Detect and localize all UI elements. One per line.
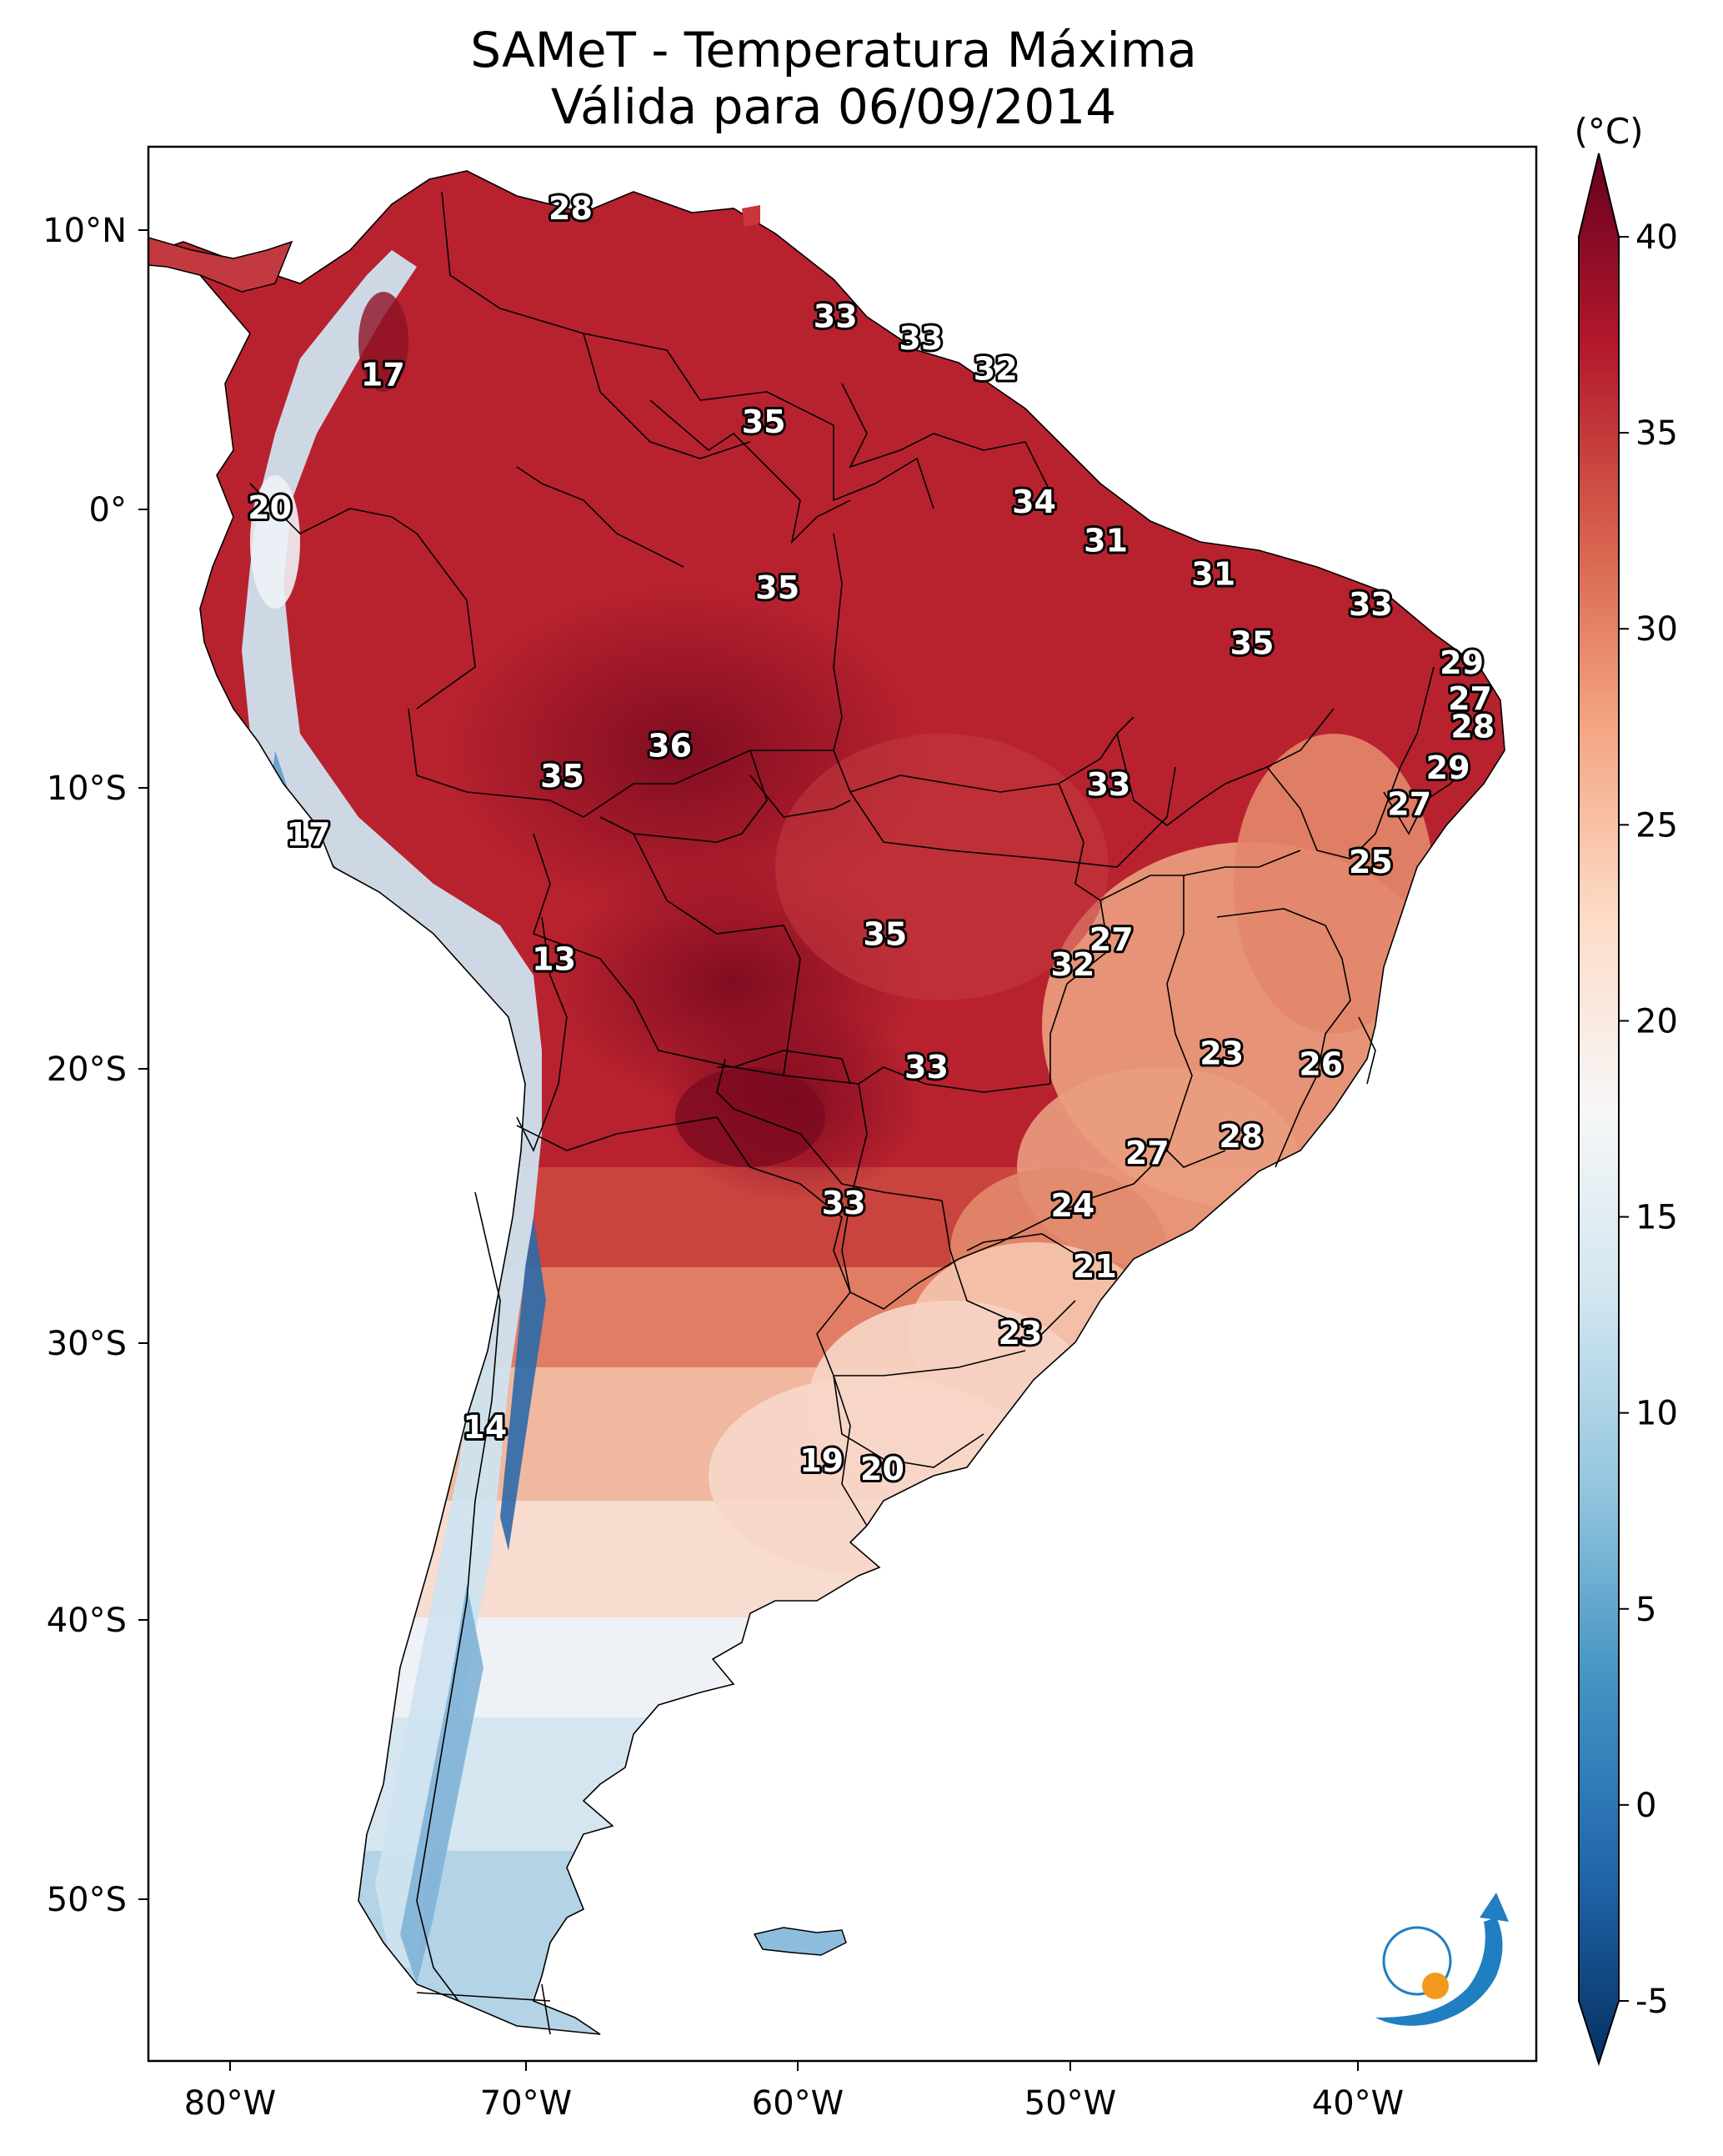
- temperature-label: 35: [755, 569, 799, 606]
- lat-label-10s: 10°S: [47, 770, 127, 808]
- temperature-label: 27: [1448, 680, 1492, 717]
- temperature-label: 23: [1200, 1035, 1244, 1071]
- trinidad-island: [742, 205, 760, 227]
- temperature-label: 32: [974, 351, 1018, 388]
- temperature-label: 21: [1073, 1248, 1117, 1285]
- temperature-label: 27: [1125, 1135, 1170, 1171]
- temperature-label: 34: [1012, 484, 1056, 520]
- logo-orbit-icon: [1382, 1926, 1452, 1996]
- lon-label-80w: 80°W: [184, 2084, 276, 2123]
- temperature-label: 24: [1050, 1187, 1094, 1224]
- temperature-label: 33: [1349, 586, 1393, 623]
- temperature-label: 36: [648, 728, 692, 765]
- lon-label-50w: 50°W: [1024, 2084, 1116, 2123]
- lat-label-10n: 10°N: [43, 212, 127, 250]
- colorbar-tick-label: 15: [1635, 1199, 1678, 1237]
- temperature-label: 29: [1426, 750, 1470, 786]
- central-america-land: [148, 237, 293, 293]
- lat-label-20s: 20°S: [47, 1050, 127, 1089]
- lon-label-70w: 70°W: [480, 2084, 572, 2123]
- lat-label-0: 0°: [89, 491, 127, 529]
- lon-label-40w: 40°W: [1312, 2084, 1404, 2123]
- colorbar-unit-label: (°C): [1574, 111, 1643, 152]
- temperature-label: 33: [822, 1185, 866, 1221]
- latitude-axis: 10°N 0° 10°S 20°S 30°S 40°S 50°S: [43, 212, 148, 1919]
- logo-arrow-icon: [1480, 1893, 1509, 1922]
- colorbar-tick-label: 30: [1635, 610, 1678, 649]
- colorbar-tick-label: 20: [1635, 1002, 1678, 1040]
- colorbar-bar: [1578, 153, 1620, 2067]
- temperature-label: 13: [532, 940, 576, 977]
- lat-label-30s: 30°S: [47, 1325, 127, 1363]
- colorbar-tick-label: 5: [1635, 1591, 1656, 1629]
- temperature-label: 17: [287, 816, 331, 853]
- inpe-logo: [1375, 1893, 1509, 2026]
- temperature-label: 25: [1349, 844, 1393, 880]
- temperature-label: 35: [540, 758, 584, 795]
- temperature-label: 35: [863, 915, 907, 952]
- temperature-label: 29: [1440, 644, 1484, 681]
- temperature-label: 28: [548, 190, 593, 227]
- map-title-line1: SAMeT - Temperatura Máxima: [470, 22, 1197, 78]
- colorbar-tick-label: 25: [1635, 806, 1678, 845]
- longitude-axis: 80°W 70°W 60°W 50°W 40°W: [184, 2061, 1404, 2123]
- temperature-label: 27: [1387, 785, 1431, 822]
- temperature-label: 33: [904, 1049, 949, 1086]
- logo-swoosh-icon: [1375, 1918, 1503, 2026]
- temperature-label: 33: [899, 320, 943, 357]
- temperature-label: 23: [999, 1315, 1043, 1351]
- temperature-label: 32: [1050, 946, 1094, 983]
- temperature-label: 27: [1089, 921, 1134, 958]
- colorbar-tick-label: 0: [1635, 1787, 1656, 1825]
- south-america-coastline: [157, 170, 1505, 2035]
- temperature-label: 35: [742, 404, 786, 440]
- temperature-label: 28: [1450, 708, 1495, 745]
- colorbar-tick-label: 35: [1635, 414, 1678, 453]
- lat-label-50s: 50°S: [47, 1881, 127, 1919]
- temperature-label: 26: [1299, 1046, 1343, 1083]
- temperature-label: 31: [1191, 556, 1235, 593]
- colorbar: (°C) 40 35 30 25 20 15 10 5 0 -5: [1574, 111, 1678, 2067]
- temperature-label: 31: [1084, 523, 1128, 559]
- lat-label-40s: 40°S: [47, 1602, 127, 1640]
- temperature-label: 19: [799, 1442, 844, 1479]
- lon-label-60w: 60°W: [752, 2084, 844, 2123]
- colorbar-tick-label: 10: [1635, 1395, 1678, 1433]
- colorbar-ticks: 40 35 30 25 20 15 10 5 0 -5: [1619, 218, 1678, 2021]
- temperature-label: 33: [814, 298, 858, 335]
- political-borders: [249, 191, 1468, 2035]
- temperature-label: 20: [248, 489, 292, 526]
- temperature-label: 28: [1219, 1118, 1263, 1155]
- temperature-label: 20: [860, 1451, 904, 1487]
- colorbar-tick-label: -5: [1635, 1983, 1669, 2021]
- logo-sun-icon: [1422, 1973, 1449, 1999]
- colorbar-tick-label: 40: [1635, 218, 1678, 257]
- temperature-label: 14: [463, 1409, 507, 1446]
- map-title-line2: Válida para 06/09/2014: [551, 78, 1116, 135]
- temperature-label: 35: [1230, 625, 1275, 662]
- map-frame: [147, 145, 1538, 2063]
- temperature-label: 17: [361, 356, 405, 393]
- falkland-islands: [753, 1927, 847, 1956]
- temperature-label: 33: [1086, 766, 1130, 803]
